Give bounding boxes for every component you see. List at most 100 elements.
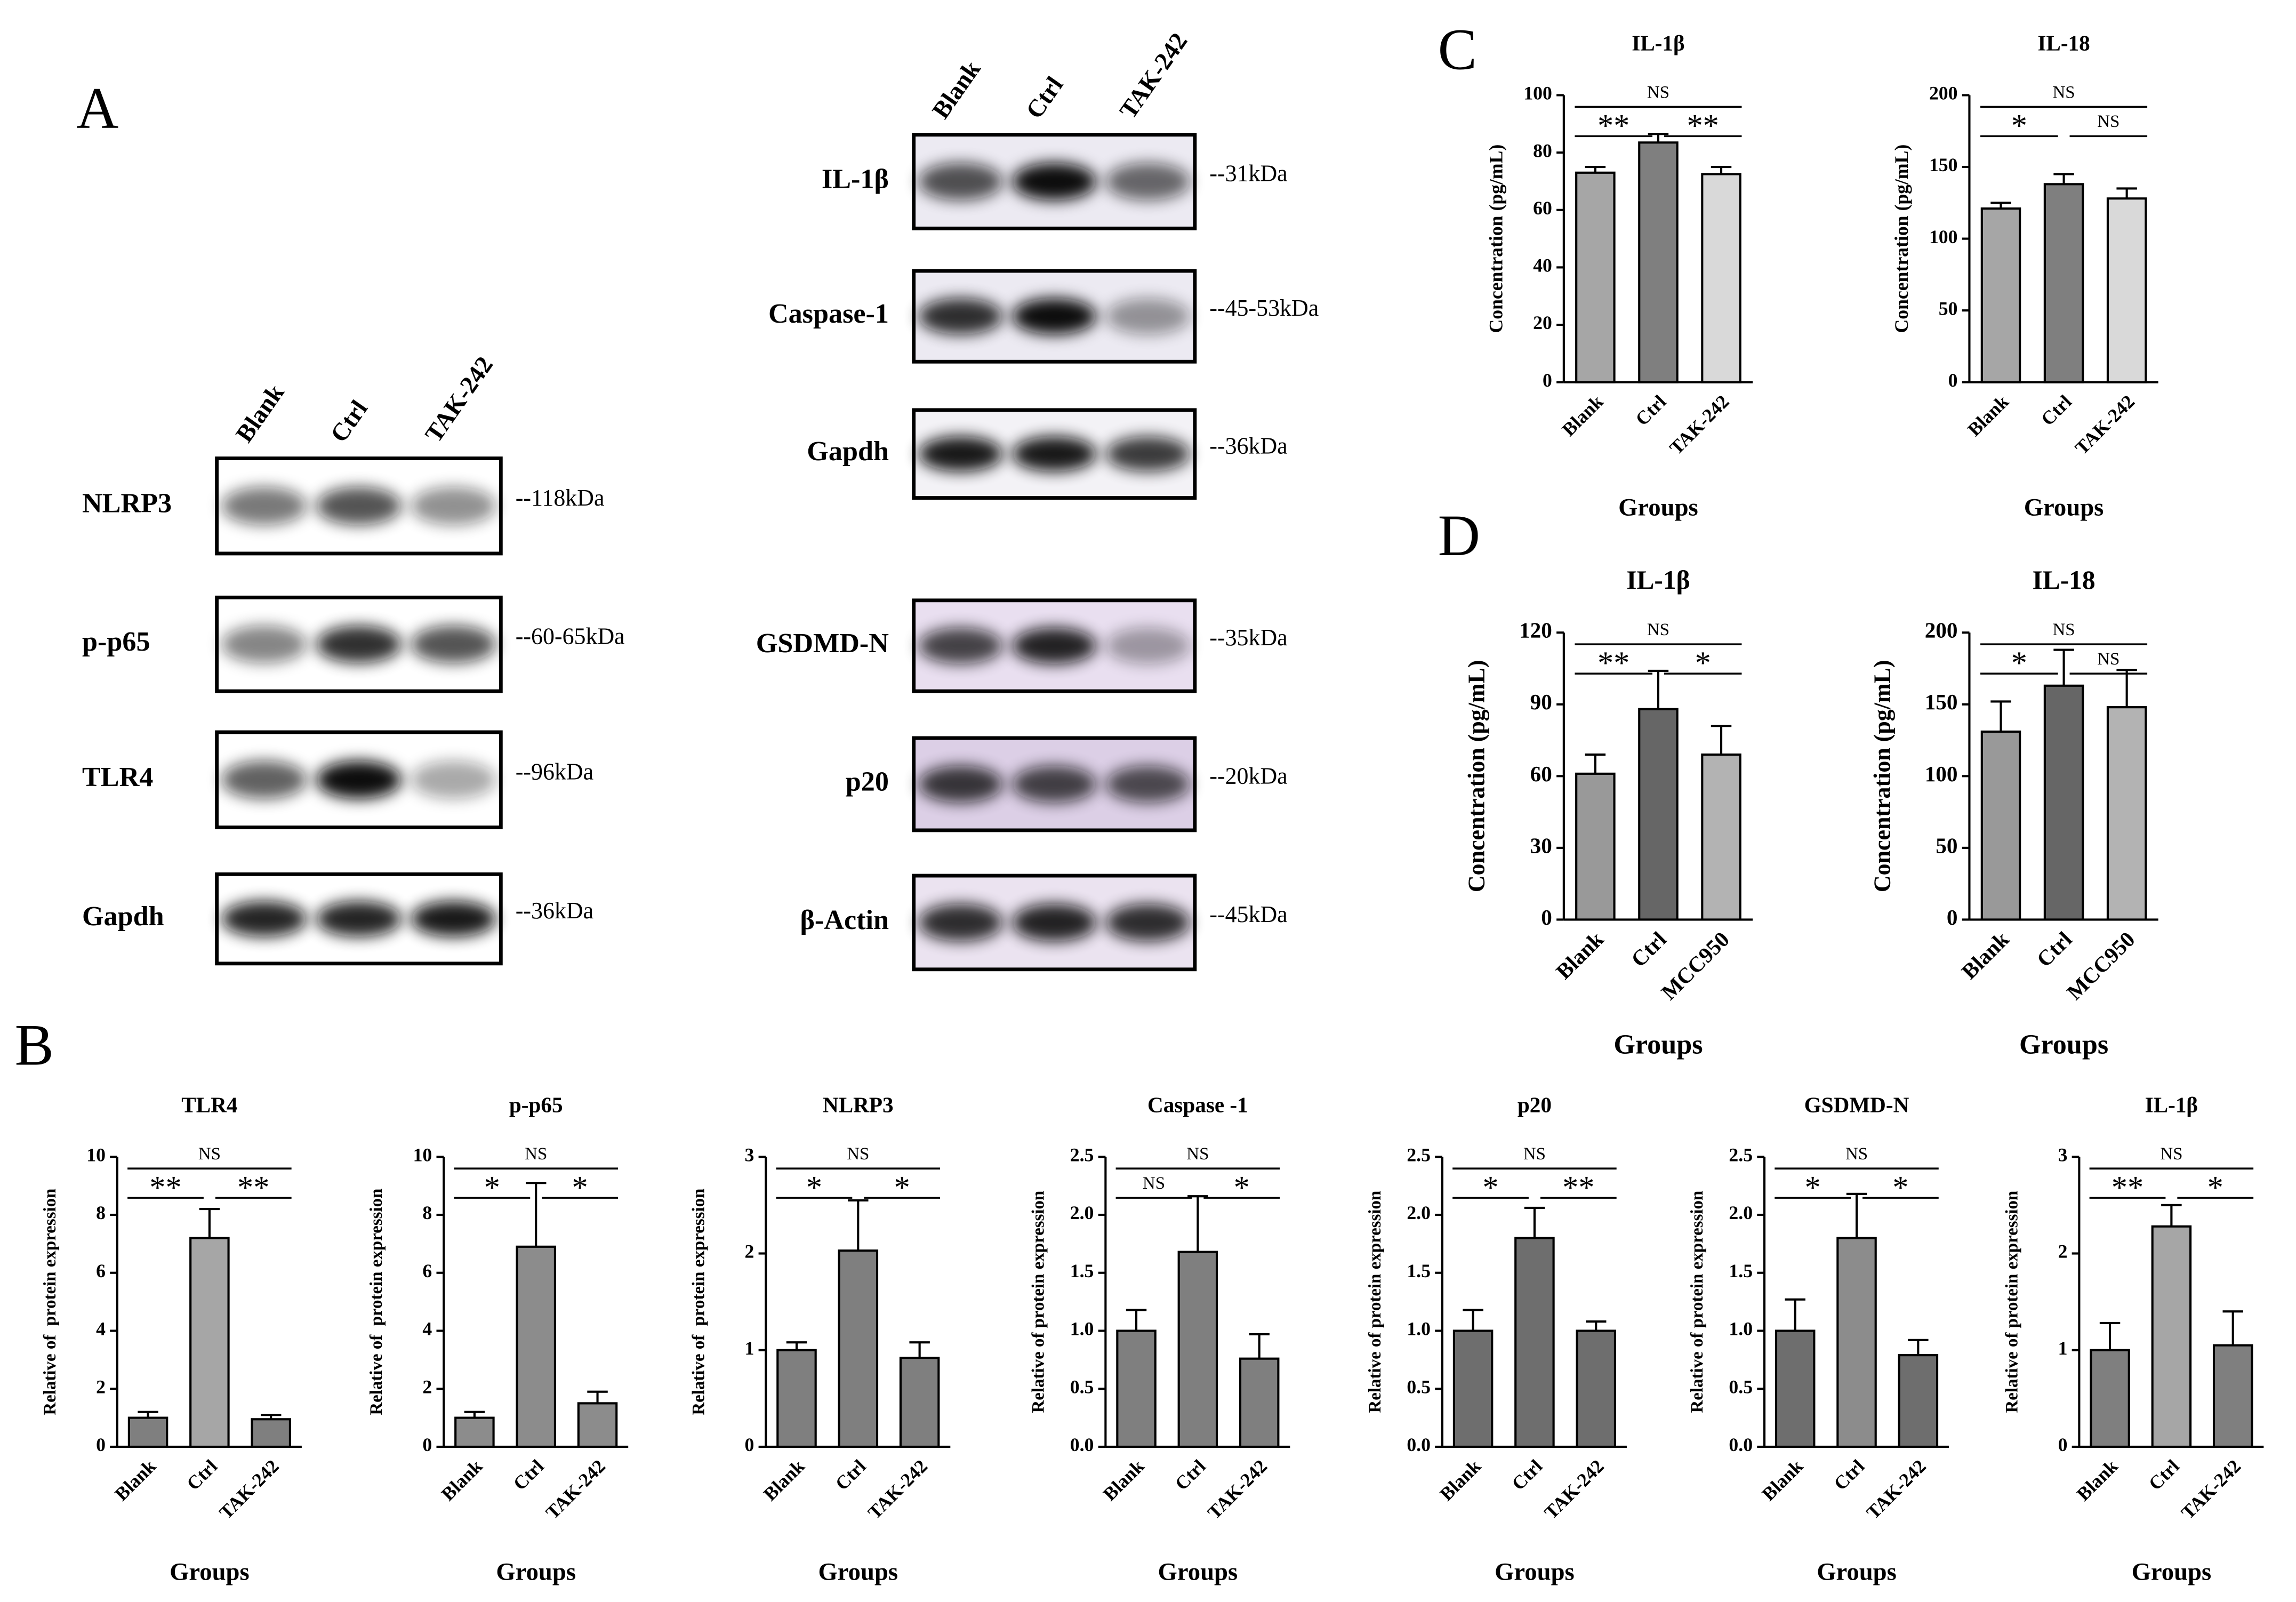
protein-label: Gapdh <box>82 901 164 932</box>
y-tick-label: 0.5 <box>1407 1376 1431 1397</box>
significance-label: NS <box>2160 1144 2182 1164</box>
x-tick-label: TAK-242 <box>2071 391 2139 459</box>
x-tick-label: Ctrl <box>509 1455 548 1494</box>
x-axis-label: Groups <box>1817 1558 1897 1586</box>
bar <box>1177 1251 1218 1448</box>
blot-band <box>316 901 402 937</box>
blot-band <box>918 903 1003 942</box>
blot-band <box>221 487 307 525</box>
x-tick-label: Blank <box>2073 1455 2122 1505</box>
x-tick-label: TAK-242 <box>542 1455 609 1523</box>
x-tick-label: Ctrl <box>2145 1455 2183 1494</box>
significance-label: * <box>1892 1170 1908 1205</box>
y-tick-label: 0 <box>1541 905 1552 930</box>
protein-label: TLR4 <box>82 762 153 792</box>
significance-label: NS <box>1647 620 1669 639</box>
y-tick-label: 30 <box>1530 833 1552 858</box>
y-tick-label: 1.5 <box>1407 1260 1431 1281</box>
x-tick-label: Ctrl <box>2037 391 2076 430</box>
significance-label: * <box>2207 1170 2223 1205</box>
chart-title: p20 <box>1518 1092 1552 1117</box>
x-tick-label: Ctrl <box>831 1455 870 1494</box>
blot-band <box>316 487 402 525</box>
y-tick-label: 0 <box>2058 1434 2068 1455</box>
significance-label: ** <box>2112 1170 2144 1205</box>
x-tick-label: Ctrl <box>1626 927 1671 972</box>
bar <box>1575 772 1616 921</box>
panel-label: B <box>15 1013 54 1078</box>
significance-label: ** <box>237 1170 269 1205</box>
x-tick-label: Blank <box>1435 1455 1485 1505</box>
bar <box>1638 708 1679 921</box>
bar <box>776 1349 817 1448</box>
bar <box>1116 1329 1157 1448</box>
x-tick-label: Ctrl <box>1631 391 1670 430</box>
y-axis-label: Relative of protein expression <box>367 1189 386 1415</box>
protein-label: IL-1β <box>822 164 889 194</box>
blot-band <box>411 487 496 525</box>
protein-label: β-Actin <box>800 905 889 935</box>
y-tick-label: 1.0 <box>1729 1318 1753 1340</box>
y-tick-label: 1.0 <box>1407 1318 1431 1340</box>
x-tick-label: Blank <box>759 1455 809 1505</box>
y-tick-label: 2.0 <box>1407 1202 1431 1223</box>
bar <box>2151 1225 2192 1448</box>
x-tick-label: MCC950 <box>1656 927 1734 1005</box>
significance-label: * <box>894 1170 910 1205</box>
x-tick-label: Blank <box>110 1455 160 1505</box>
significance-label: NS <box>1143 1174 1165 1193</box>
y-tick-label: 6 <box>96 1260 106 1281</box>
size-label: --45-53kDa <box>1209 295 1319 321</box>
bar <box>1980 207 2021 383</box>
y-tick-label: 60 <box>1533 197 1552 219</box>
protein-label: Gapdh <box>807 436 889 467</box>
bar <box>2043 183 2084 383</box>
blot-band <box>1012 765 1097 803</box>
y-tick-label: 2.0 <box>1070 1202 1094 1223</box>
bar <box>1701 173 1741 383</box>
y-tick-label: 0 <box>422 1434 432 1455</box>
significance-label: NS <box>2097 650 2120 669</box>
y-tick-label: 80 <box>1533 140 1552 161</box>
x-tick-label: Ctrl <box>1507 1455 1546 1494</box>
x-axis-label: Groups <box>1618 493 1698 521</box>
x-tick-label: Blank <box>437 1455 487 1505</box>
bar <box>1576 1329 1616 1448</box>
significance-label: NS <box>2052 620 2075 639</box>
x-tick-label: TAK-242 <box>1203 1455 1271 1523</box>
x-tick-label: TAK-242 <box>2177 1455 2245 1523</box>
y-tick-label: 0 <box>745 1434 754 1455</box>
y-tick-label: 2.5 <box>1729 1144 1753 1165</box>
significance-label: NS <box>198 1144 221 1164</box>
lane-label: Blank <box>230 379 290 447</box>
lane-label: Ctrl <box>1021 71 1069 124</box>
bar <box>899 1357 940 1448</box>
significance-label: ** <box>1562 1170 1594 1205</box>
bar <box>1836 1237 1877 1448</box>
y-axis-label: Concentration (pg/mL) <box>1464 660 1490 893</box>
x-axis-label: Groups <box>2024 493 2104 521</box>
y-tick-label: 90 <box>1530 690 1552 714</box>
chart-title: IL-1β <box>1626 565 1690 595</box>
x-tick-label: TAK-242 <box>1540 1455 1608 1523</box>
bar <box>454 1416 495 1448</box>
blot-band <box>316 760 402 799</box>
significance-label: ** <box>1597 645 1629 681</box>
protein-label: NLRP3 <box>82 488 172 519</box>
significance-label: NS <box>1845 1144 1868 1164</box>
bar <box>838 1249 879 1448</box>
bar <box>2106 197 2147 383</box>
y-tick-label: 8 <box>422 1202 432 1223</box>
blot-band <box>1012 903 1097 942</box>
y-tick-label: 1.0 <box>1070 1318 1094 1340</box>
y-tick-label: 120 <box>1519 618 1552 643</box>
significance-label: * <box>572 1170 588 1205</box>
blot-band <box>411 760 496 799</box>
y-axis-label: Relative of protein expression <box>689 1189 708 1415</box>
x-axis-label: Groups <box>1495 1558 1575 1586</box>
y-tick-label: 2.5 <box>1407 1144 1431 1165</box>
bar <box>1980 730 2021 921</box>
y-tick-label: 0.0 <box>1407 1434 1431 1455</box>
blot-band <box>1012 627 1097 664</box>
panel-label: A <box>76 75 118 140</box>
